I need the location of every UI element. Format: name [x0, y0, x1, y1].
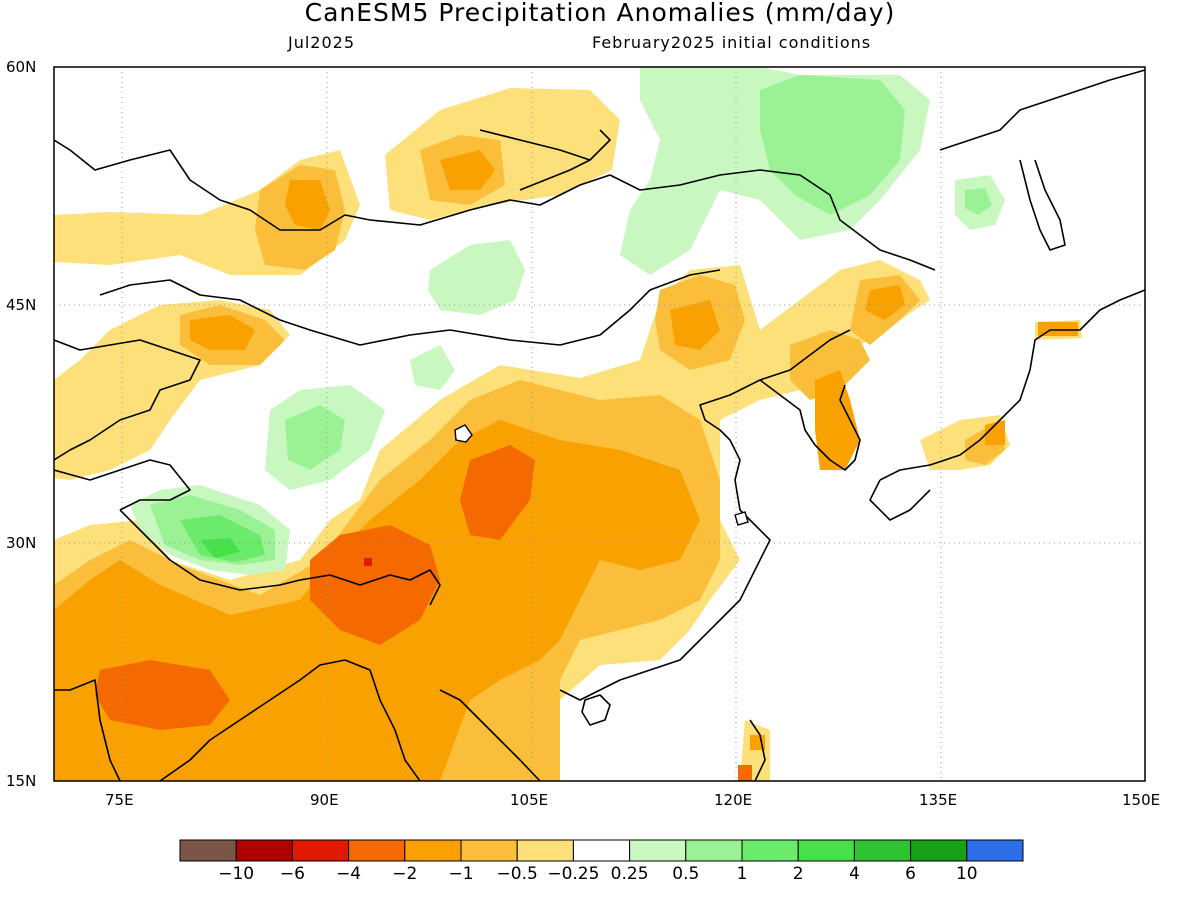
colorbar-label: −6 — [279, 864, 305, 884]
colorbar-swatch — [179, 839, 237, 862]
colorbar-swatch — [404, 839, 462, 862]
colorbar-label: 0.5 — [672, 864, 700, 884]
colorbar-label: 4 — [848, 864, 860, 884]
lon-label-120e: 120E — [714, 791, 753, 809]
forecast-month: Jul2025 — [288, 33, 356, 52]
colorbar-swatch — [572, 839, 631, 862]
lon-label-135e: 135E — [919, 791, 958, 809]
lat-label-15n: 15N — [6, 772, 37, 790]
coastlines-and-borders — [54, 69, 1145, 781]
lon-label-105e: 105E — [510, 791, 549, 809]
colorbar-swatch — [460, 839, 518, 862]
lon-label-75e: 75E — [105, 791, 134, 809]
colorbar-swatch — [910, 839, 968, 862]
colorbar-label: −2 — [392, 864, 418, 884]
colorbar-label: 0.25 — [610, 864, 649, 884]
gridlines — [54, 67, 1145, 781]
colorbar-label: 1 — [736, 864, 748, 884]
colorbar-swatch — [235, 839, 293, 862]
initial-conditions: February2025 initial conditions — [592, 33, 872, 52]
map-title: CanESM5 Precipitation Anomalies (mm/day) — [304, 0, 896, 27]
lat-label-45n: 45N — [6, 296, 37, 314]
colorbar-swatch — [853, 839, 912, 862]
colorbar-label: −10 — [218, 864, 255, 884]
colorbar-swatch — [291, 839, 350, 862]
lat-label-60n: 60N — [6, 58, 37, 76]
colorbar-swatch — [741, 839, 799, 862]
lat-label-30n: 30N — [6, 534, 37, 552]
lon-label-90e: 90E — [310, 791, 339, 809]
colorbar-swatch — [685, 839, 743, 862]
colorbar-swatch — [348, 839, 406, 862]
colorbar-label: 6 — [905, 864, 916, 884]
colorbar-swatch — [629, 839, 687, 862]
colorbar-label: −1 — [448, 864, 474, 884]
colorbar-swatch — [797, 839, 855, 862]
map-frame — [53, 66, 1146, 782]
colorbar-label: −0.25 — [547, 864, 600, 884]
anomaly-fill-dark-orange — [95, 445, 752, 781]
colorbar-label: 2 — [792, 864, 804, 884]
anomaly-fill-red — [364, 558, 372, 566]
colorbar-label: −4 — [336, 864, 362, 884]
colorbar-label: −0.5 — [496, 864, 538, 884]
colorbar-swatch — [516, 839, 574, 862]
inland-water — [454, 424, 749, 526]
colorbar-swatch — [966, 839, 1024, 862]
lon-label-150e: 150E — [1122, 791, 1161, 809]
colorbar-label: 10 — [955, 864, 978, 884]
